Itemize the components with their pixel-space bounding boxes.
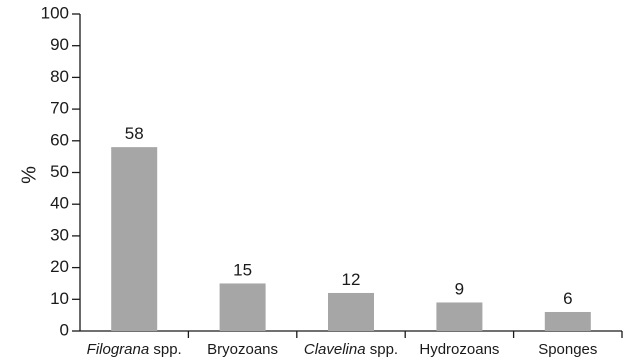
y-tick-label: 0 [60,320,69,339]
data-label: 15 [233,260,252,279]
category-label: Hydrozoans [419,341,499,358]
category-name: Clavelina [304,341,366,358]
category-name: Sponges [538,341,597,358]
data-label: 9 [455,279,464,298]
y-axis-title: % [18,166,40,184]
y-tick-label: 50 [50,162,69,181]
category-suffix: spp. [149,341,182,358]
category-label: Sponges [538,341,597,358]
y-tick-label: 10 [50,289,69,308]
bar [328,292,374,331]
category-name: Bryozoans [207,341,278,358]
y-axis: 0 10 20 30 40 50 60 70 80 90 100 [41,3,81,339]
category-name: Filograna [87,341,150,358]
category-label: Filograna spp. [87,341,182,358]
bar [111,147,158,331]
bar [544,311,591,331]
y-tick-label: 90 [50,35,69,54]
y-tick-label: 60 [50,130,69,149]
y-tick-label: 80 [50,67,69,86]
x-axis [80,330,623,338]
y-tick-label: 70 [50,99,69,118]
data-label: 12 [342,270,361,289]
category-label: Bryozoans [207,341,278,358]
category-suffix: spp. [366,341,399,358]
y-tick-label: 100 [41,3,69,22]
y-tick-label: 30 [50,225,69,244]
category-labels: Filograna spp. Bryozoans Clavelina spp. Hyd… [87,341,598,358]
y-tick-label: 40 [50,194,69,213]
category-name: Hydrozoans [419,341,499,358]
y-tick-label: 20 [50,257,69,276]
bars [111,147,591,331]
data-label: 6 [563,289,572,308]
bar [219,283,266,331]
category-label: Clavelina spp. [304,341,398,358]
data-label: 58 [125,124,144,143]
data-labels: 58 15 12 9 6 [125,124,573,308]
bar [436,302,483,331]
